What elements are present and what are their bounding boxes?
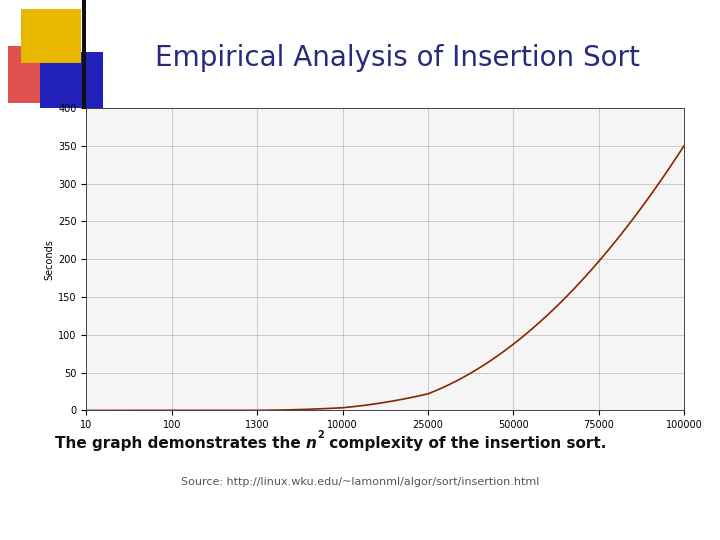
Text: Source: http://linux.wku.edu/~lamonml/algor/sort/insertion.html: Source: http://linux.wku.edu/~lamonml/al… — [181, 477, 539, 487]
Text: n: n — [306, 436, 317, 451]
Text: complexity of the insertion sort.: complexity of the insertion sort. — [324, 436, 606, 451]
Bar — [21, 9, 81, 63]
Bar — [40, 52, 103, 108]
Text: 2: 2 — [317, 430, 324, 440]
Bar — [8, 46, 68, 103]
Text: Empirical Analysis of Insertion Sort: Empirical Analysis of Insertion Sort — [156, 44, 640, 72]
Bar — [82, 0, 86, 108]
Text: The graph demonstrates the: The graph demonstrates the — [55, 436, 306, 451]
Y-axis label: Seconds: Seconds — [44, 239, 54, 280]
